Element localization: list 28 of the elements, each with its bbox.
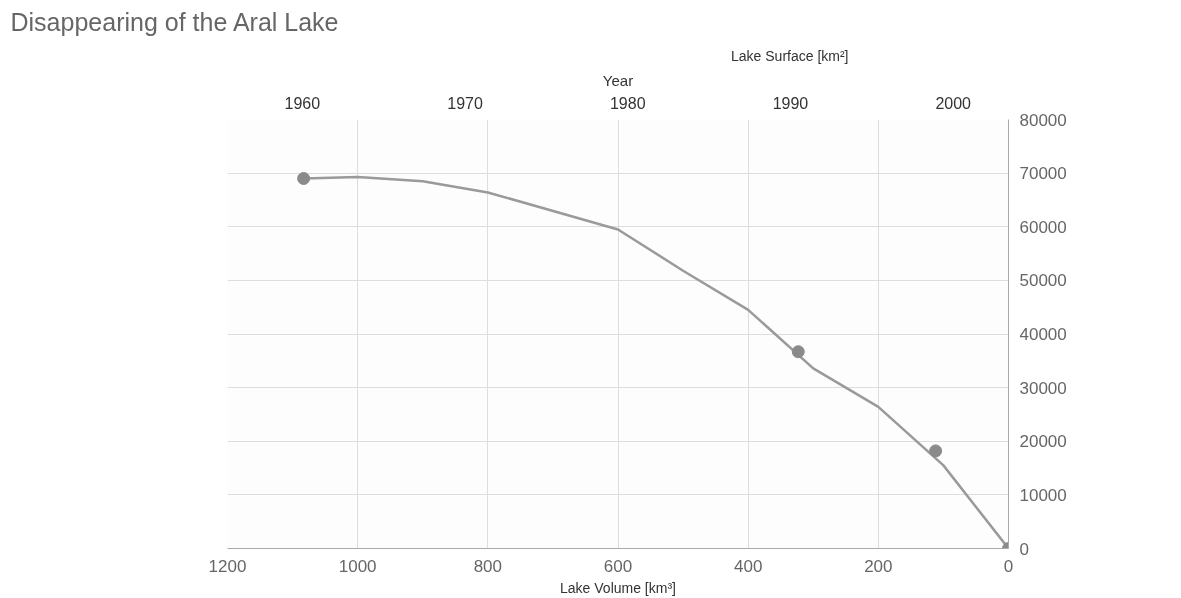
x2-tick-label: 1960	[284, 94, 321, 112]
y-tick-label: 30000	[1019, 378, 1067, 398]
y-tick-label: 20000	[1019, 432, 1067, 452]
chart-title: Disappearing of the Aral Lake	[10, 7, 339, 36]
y-tick-label: 50000	[1019, 271, 1067, 291]
x-tick-label: 1000	[338, 556, 377, 576]
y-tick-label: 80000	[1019, 110, 1067, 130]
x-tick-label: 600	[603, 556, 633, 576]
y-tick-label: 40000	[1019, 325, 1067, 344]
point	[791, 345, 805, 359]
x-tick-label: 0	[1003, 556, 1014, 576]
x2-tick-label: 1980	[609, 94, 646, 112]
x2-tick-label: 2000	[935, 94, 972, 112]
point	[297, 172, 311, 185]
x-axis-title: Lake Volume [km³]	[560, 579, 676, 596]
y-tick-label: 10000	[1019, 485, 1067, 505]
x-tick-label: 800	[473, 556, 503, 576]
y-tick-label: 0	[1019, 539, 1029, 559]
x-tick-label: 1200	[208, 556, 247, 576]
y-tick-label: 70000	[1019, 164, 1067, 184]
x2-tick-label: 1970	[447, 94, 483, 112]
x2-axis-title: Year	[602, 71, 634, 89]
x2-tick-label: 1990	[772, 94, 809, 112]
x-tick-label: 400	[733, 556, 763, 576]
y-tick-label: 60000	[1019, 217, 1067, 237]
y-axis-title: Lake Surface [km²]	[731, 47, 849, 64]
point	[929, 444, 943, 458]
x-tick-label: 200	[864, 556, 893, 576]
